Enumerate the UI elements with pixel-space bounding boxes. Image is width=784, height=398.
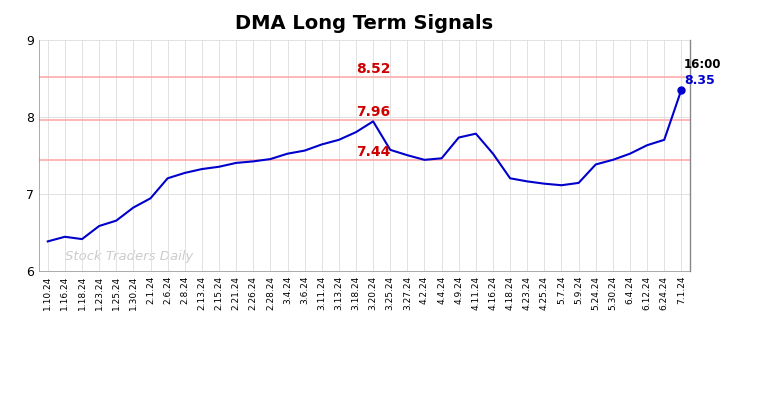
Text: 8.52: 8.52 [356,62,390,76]
Text: 7.96: 7.96 [356,105,390,119]
Text: 7.44: 7.44 [356,144,390,159]
Text: 8.35: 8.35 [684,74,715,87]
Text: 16:00: 16:00 [684,58,721,71]
Text: Stock Traders Daily: Stock Traders Daily [65,250,193,263]
Title: DMA Long Term Signals: DMA Long Term Signals [235,14,494,33]
